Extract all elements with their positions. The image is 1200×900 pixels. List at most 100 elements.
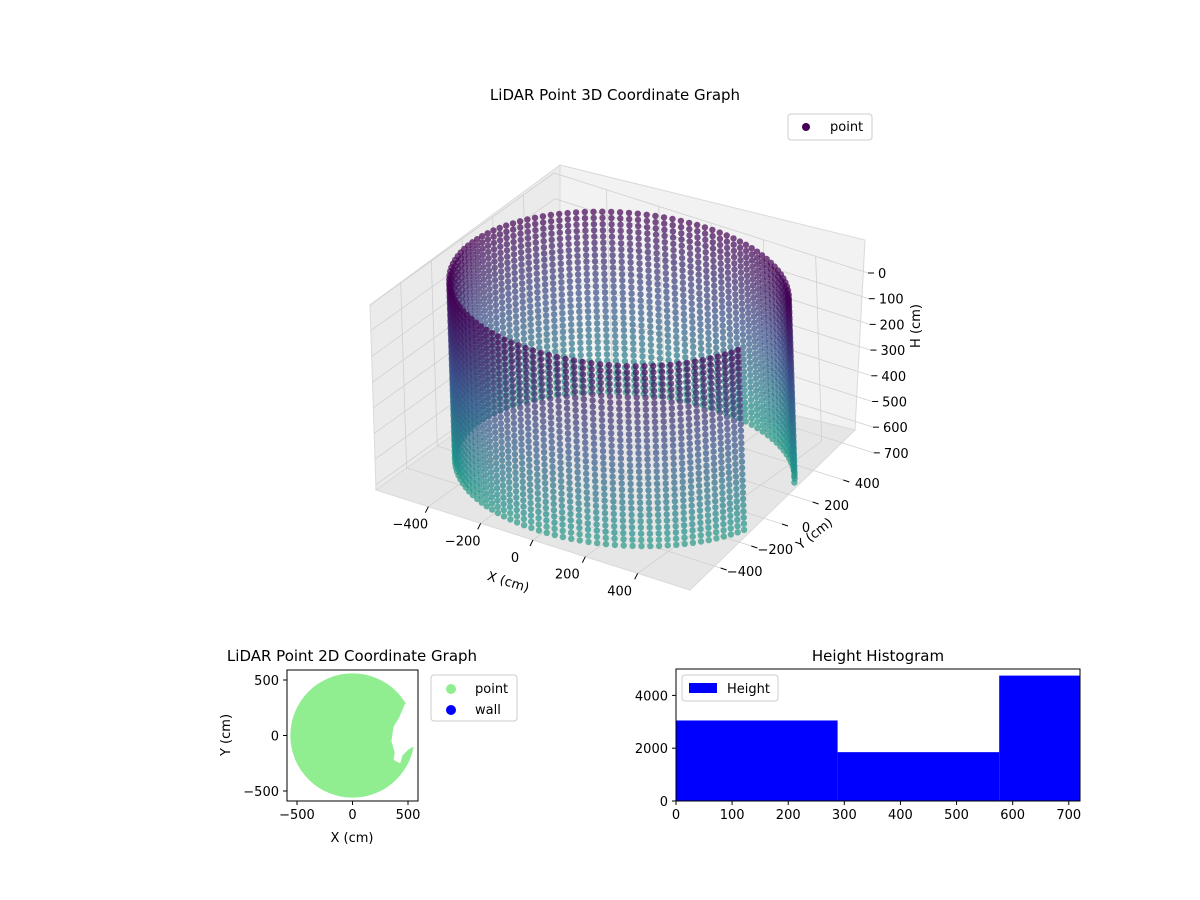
chart-3d-point: [599, 233, 607, 240]
chart-3d-point: [618, 246, 625, 253]
chart-3d-point: [661, 239, 668, 246]
chart-3d-point: [551, 525, 558, 532]
chart-3d-point: [733, 510, 741, 517]
chart-3d-point: [650, 375, 657, 382]
chart-3d-point: [636, 493, 644, 500]
chart-3d-point: [481, 313, 489, 320]
chart-2d-legend: point wall: [430, 674, 518, 722]
chart-3d-point: [566, 284, 574, 291]
chart-3d-point: [753, 387, 760, 395]
chart-3d-point: [543, 517, 550, 524]
chart-3d-point: [615, 387, 622, 394]
chart-3d-point: [724, 250, 731, 258]
chart-3d-point: [575, 302, 583, 309]
chart-3d-point: [741, 399, 749, 406]
chart-3d-point: [553, 353, 561, 361]
chart-3d-point: [664, 319, 671, 327]
chart-3d-point: [681, 534, 688, 541]
chart-3d-point: [709, 423, 716, 430]
chart-3d-point: [653, 455, 660, 463]
chart-3d-point: [664, 529, 671, 537]
chart-3d-point: [681, 528, 688, 535]
chart-3d-point: [733, 498, 740, 505]
chart-3d-point: [662, 480, 669, 487]
chart-3d-point: [752, 375, 760, 382]
chart-3d-point: [744, 303, 752, 311]
chart-3d-point: [633, 406, 641, 413]
chart-3d: LiDAR Point 3D Coordinate Graph −400−200…: [369, 86, 924, 599]
chart-3d-point: [681, 335, 688, 342]
chart-3d-point: [484, 230, 491, 237]
chart-3d-point: [504, 435, 511, 442]
chart-3d-point: [532, 428, 539, 435]
chart-3d-point: [531, 214, 539, 221]
chart-3d-point: [661, 220, 668, 227]
chart-3d-point: [638, 322, 645, 329]
chart-3d-point: [534, 471, 541, 478]
chart-3d-point: [740, 350, 747, 357]
chart-3d-point: [528, 334, 535, 341]
chart-3d-point: [747, 378, 754, 385]
chart-3d-point: [564, 209, 571, 217]
chart-3d-point: [474, 248, 481, 255]
histogram-xtick-label: 100: [720, 808, 745, 823]
chart-3d-point: [662, 251, 669, 258]
chart-3d-point: [583, 264, 590, 271]
chart-3d-point: [680, 292, 687, 299]
chart-3d-point: [540, 225, 547, 232]
chart-3d-point: [752, 362, 759, 370]
chart-3d-point: [678, 441, 685, 448]
chart-3d-point: [540, 442, 548, 450]
chart-3d-point: [724, 257, 731, 264]
chart-3d-point: [715, 372, 722, 379]
chart-3d-point: [580, 402, 588, 409]
chart-3d-point: [504, 253, 511, 260]
chart-3d-point: [743, 260, 750, 267]
chart-3d-point: [603, 332, 610, 339]
chart-3d-point: [661, 436, 668, 444]
chart-3d-point: [547, 218, 555, 225]
chart-3d-point: [680, 298, 687, 305]
chart-3d-point: [492, 283, 499, 290]
chart-3d-point: [759, 416, 766, 423]
chart-3d-point: [686, 250, 694, 258]
chart-3d-point: [643, 425, 650, 432]
chart-3d-point: [525, 253, 532, 260]
chart-3d-point: [697, 525, 704, 533]
chart-3d-point: [788, 380, 795, 387]
chart-3d-point: [606, 386, 613, 394]
chart-3d-point: [653, 243, 660, 251]
chart-3d-point: [606, 392, 614, 400]
chart-3d-point: [653, 474, 661, 481]
chart-3d-point: [686, 232, 693, 239]
chart-3d-point: [610, 516, 618, 524]
chart-3d-point: [726, 481, 733, 489]
chart-3d-point: [680, 515, 688, 523]
chart-3d-point: [565, 234, 572, 242]
chart-3d-point: [679, 279, 687, 287]
chart-3d-point: [567, 315, 575, 322]
chart-3d-point: [700, 388, 708, 395]
chart-3d-point: [557, 459, 564, 466]
chart-3d-point: [479, 372, 486, 380]
chart-3d-point: [739, 337, 747, 344]
chart-3d-point: [551, 531, 558, 539]
chart-3d-point: [611, 541, 619, 549]
chart-3d-point: [515, 360, 523, 368]
chart-3d-point: [506, 321, 513, 328]
chart-3d-point: [535, 338, 543, 345]
chart-3d-point: [686, 238, 693, 245]
chart-3d-point: [492, 447, 500, 455]
chart-3d-point: [754, 254, 761, 262]
chart-3d-point: [626, 437, 633, 444]
chart-3d-point: [688, 312, 696, 320]
chart-3d-point: [673, 352, 681, 359]
chart-3d-point: [473, 350, 481, 357]
chart-3d-point: [608, 448, 615, 456]
chart-3d-point: [717, 434, 724, 441]
chart-3d-point: [570, 357, 578, 364]
chart-3d-point: [585, 339, 593, 346]
chart-3d-point: [608, 454, 616, 462]
chart-2d-xtick-label: 0: [348, 808, 356, 823]
chart-3d-point: [680, 316, 688, 324]
